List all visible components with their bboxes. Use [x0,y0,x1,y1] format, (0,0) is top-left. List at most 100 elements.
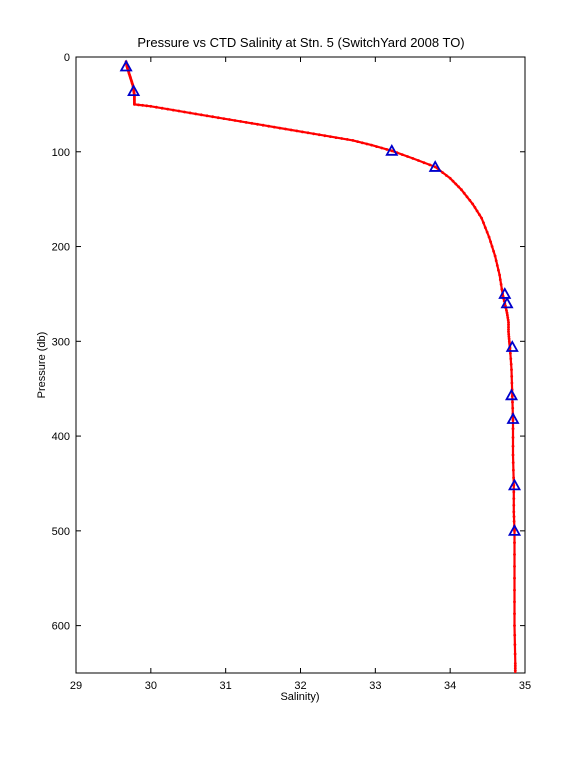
profile-point [417,159,420,162]
bottle-marker [507,478,522,491]
profile-point [513,553,516,556]
profile-point [498,278,502,282]
profile-point [507,332,511,336]
profile-point [507,323,510,327]
profile-point [428,163,431,167]
profile-point [468,198,472,202]
profile-point [511,436,515,439]
profile-point [513,612,516,616]
profile-point [512,520,516,523]
chart-title: Pressure vs CTD Salinity at Stn. 5 (Swit… [137,35,464,50]
profile-point [250,121,254,125]
profile-point [513,662,517,665]
profile-point [501,294,505,298]
profile-point [513,588,516,592]
profile-point [511,418,515,422]
profile-point [222,117,226,120]
profile-point [216,116,220,120]
profile-point [334,136,338,140]
y-axis-ticks: 0 100 200 300 400 500 600 [52,52,525,633]
profile-point [205,114,209,118]
profile-point [351,139,355,142]
profile-point [233,119,237,122]
profile-point [177,109,181,113]
profile-point [505,311,509,315]
profile-point [149,104,153,108]
profile-point [239,120,243,123]
profile-point [513,576,516,580]
profile-point [272,125,276,129]
x-tick-label: 29 [70,680,82,692]
profile-point [487,235,491,239]
profile-point [261,123,265,127]
profile-point [480,216,483,220]
x-tick-label: 33 [369,680,381,692]
profile-point [312,132,315,136]
x-tick-label: 30 [145,680,157,692]
profile-point [513,664,517,668]
y-tick-label: 300 [52,336,70,348]
profile-point [385,148,389,151]
profile-point [509,352,512,355]
profile-point [451,179,455,183]
profile-point [512,503,516,507]
profile-point [365,142,369,146]
profile-point [411,157,415,160]
profile-point [492,249,495,253]
profile-point [507,328,510,331]
bottle-marker [498,287,512,299]
profile-point [510,394,514,398]
profile-point [400,153,404,157]
y-tick-label: 400 [52,431,70,443]
profile-point [445,174,448,177]
x-axis-label: Salinity) [280,691,319,703]
y-axis-label: Pressure (db) [36,332,48,399]
profile-point [171,108,175,112]
y-tick-label: 600 [52,621,70,633]
bottle-marker [506,412,520,424]
profile-point [166,107,170,111]
profile-point [511,444,515,448]
profile-point [494,259,498,263]
profile-point [133,103,136,106]
profile-point [513,600,516,604]
profile-point [448,176,452,180]
profile-point [460,188,463,192]
y-tick-label: 200 [52,242,70,254]
profile-point [278,126,282,130]
profile-point [497,268,500,272]
profile-point [473,206,477,209]
profile-point [512,476,515,480]
profile-point [510,381,514,385]
profile-point [301,130,304,134]
plot-frame [75,56,526,674]
profile-point [295,129,299,133]
profile-point [478,213,481,217]
profile-point [256,122,259,126]
profile-point [360,141,364,145]
x-axis-ticks: 29 30 31 32 33 34 35 [70,57,531,692]
profile-point [507,337,511,341]
bottle-marker [127,84,141,97]
profile-point [289,128,293,132]
profile-point [457,185,460,189]
profile-line-path [125,61,517,673]
profile-point [511,400,514,404]
profile-point [498,273,501,277]
profile-point [510,375,514,378]
profile-point [199,113,203,117]
bottle-marker [505,388,519,401]
profile-point [513,669,517,672]
profile-point [511,461,515,464]
x-tick-label: 32 [294,680,306,692]
profile-point [211,115,215,119]
profile-point [188,111,192,115]
profile-point [137,103,140,107]
profile-point [506,318,510,322]
profile-point [475,209,479,213]
profile-point [482,221,485,225]
x-tick-label: 34 [444,680,456,692]
profile-point [375,145,378,149]
profile-point [490,245,494,248]
profile-point [433,165,437,169]
